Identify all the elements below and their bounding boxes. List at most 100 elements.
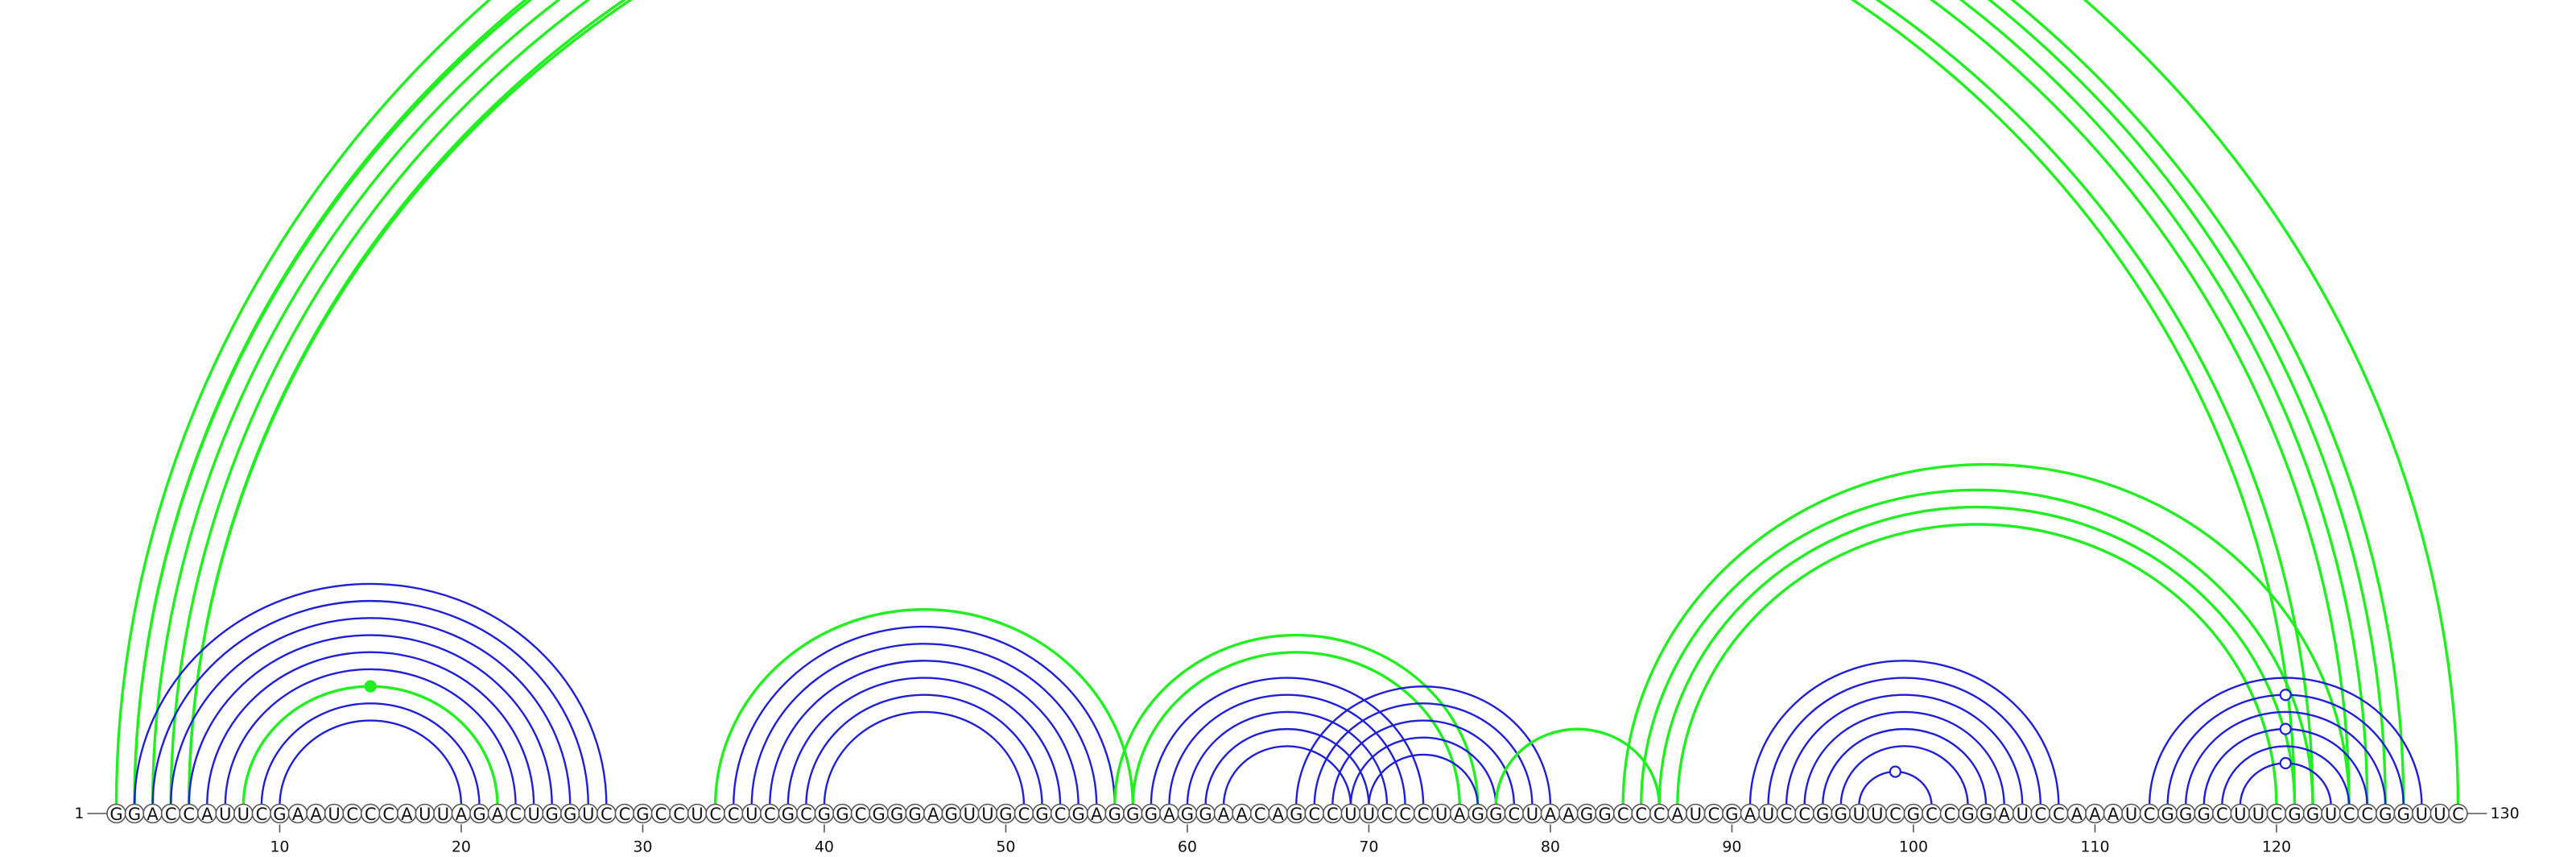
nucleotide-letter: G bbox=[999, 805, 1012, 824]
nucleotide-43: G bbox=[869, 803, 889, 824]
base-pair-arc-35-56 bbox=[733, 625, 1116, 806]
base-pair-arc-77-86 bbox=[1494, 727, 1661, 806]
nucleotide-letter: G bbox=[2306, 805, 2319, 824]
nucleotide-111: A bbox=[2103, 803, 2124, 824]
nucleotide-23: C bbox=[506, 803, 526, 824]
nucleotide-letter: C bbox=[619, 805, 631, 824]
tick-label-50: 50 bbox=[996, 838, 1015, 856]
nucleotide-22: A bbox=[487, 803, 508, 824]
nucleotide-letter: C bbox=[2271, 805, 2283, 824]
nucleotide-3: A bbox=[142, 803, 163, 824]
nucleotide-46: A bbox=[923, 803, 943, 824]
nucleotide-letter: U bbox=[2434, 805, 2446, 824]
nucleotide-letter: G bbox=[2288, 805, 2301, 824]
nucleotide-letter: C bbox=[1509, 805, 1521, 824]
nucleotide-34: C bbox=[705, 803, 725, 824]
nucleotide-28: C bbox=[597, 803, 617, 824]
nucleotide-18: U bbox=[415, 803, 436, 824]
nucleotide-86: C bbox=[1649, 803, 1670, 824]
nucleotide-letter: A bbox=[492, 805, 504, 824]
nucleotide-125: C bbox=[2357, 803, 2377, 824]
nucleotide-letter: C bbox=[1653, 805, 1666, 824]
nucleotide-letter: A bbox=[927, 805, 939, 824]
nucleotide-98: U bbox=[1867, 803, 1888, 824]
base-pair-arc-36-55 bbox=[750, 642, 1098, 806]
nucleotide-letter: C bbox=[165, 805, 177, 824]
nucleotide-64: C bbox=[1249, 803, 1270, 824]
nucleotide-letter: C bbox=[2452, 805, 2464, 824]
nucleotide-letter: U bbox=[328, 805, 340, 824]
nucleotide-1: G bbox=[106, 803, 126, 824]
nucleotide-104: G bbox=[1975, 803, 1996, 824]
nucleotide-41: G bbox=[832, 803, 852, 824]
nucleotide-letter: U bbox=[1871, 805, 1883, 824]
nucleotide-71: C bbox=[1377, 803, 1397, 824]
nucleotide-letter: C bbox=[655, 805, 667, 824]
nucleotide-letter: G bbox=[1816, 805, 1829, 824]
nucleotide-letter: C bbox=[1018, 805, 1030, 824]
base-pair-arc-70-76 bbox=[1368, 753, 1479, 806]
base-pair-arc-5-122 bbox=[189, 0, 2313, 806]
nucleotide-99: C bbox=[1885, 803, 1905, 824]
nucleotide-5: C bbox=[179, 803, 199, 824]
nucleotide-letter: A bbox=[2089, 805, 2101, 824]
nucleotide-33: U bbox=[687, 803, 708, 824]
nucleotide-115: G bbox=[2175, 803, 2196, 824]
base-pair-arc-84-124 bbox=[1621, 462, 2351, 806]
nucleotide-92: U bbox=[1758, 803, 1778, 824]
tick-label-90: 90 bbox=[1722, 838, 1741, 856]
base-pair-arc-93-106 bbox=[1785, 693, 2024, 806]
base-pair-arc-38-53 bbox=[786, 677, 1062, 806]
tick-label-120: 120 bbox=[2262, 838, 2291, 856]
nucleotide-76: G bbox=[1468, 803, 1488, 824]
base-pair-arc-94-105 bbox=[1803, 710, 2005, 806]
nucleotide-letter: C bbox=[2034, 805, 2046, 824]
nucleotide-51: C bbox=[1013, 803, 1034, 824]
nucleotide-94: C bbox=[1794, 803, 1814, 824]
nucleotide-letter: G bbox=[636, 805, 649, 824]
arc-marker-114-127 bbox=[2279, 689, 2292, 702]
base-pair-arc-96-103 bbox=[1839, 745, 1969, 806]
nucleotide-letter: C bbox=[728, 805, 740, 824]
nucleotide-letter: G bbox=[890, 805, 903, 824]
nucleotide-8: U bbox=[233, 803, 254, 824]
nucleotide-letter: U bbox=[1690, 805, 1702, 824]
nucleotide-letter: U bbox=[1853, 805, 1865, 824]
nucleotide-letter: G bbox=[782, 805, 795, 824]
nucleotide-11: A bbox=[287, 803, 308, 824]
tick-label-10: 10 bbox=[270, 838, 289, 856]
nucleotide-53: C bbox=[1050, 803, 1071, 824]
base-pair-arc-66-80 bbox=[1295, 685, 1552, 806]
base-pair-arc-6-24 bbox=[206, 651, 535, 806]
nucleotide-4: C bbox=[160, 803, 181, 824]
nucleotide-letter: U bbox=[745, 805, 758, 824]
base-pair-arc-9-21 bbox=[260, 702, 481, 806]
nucleotide-letter: A bbox=[310, 805, 322, 824]
base-pair-arc-5-121 bbox=[188, 0, 2297, 806]
nucleotide-59: A bbox=[1159, 803, 1179, 824]
nucleotide-letter: G bbox=[1580, 805, 1593, 824]
nucleotide-letter: U bbox=[2125, 805, 2137, 824]
base-pair-arc-2-127 bbox=[134, 0, 2404, 806]
base-pair-arc-10-20 bbox=[279, 719, 463, 806]
nucleotide-letter: C bbox=[1254, 805, 1266, 824]
nucleotide-15: C bbox=[360, 803, 381, 824]
nucleotide-letter: U bbox=[1762, 805, 1774, 824]
nucleotide-letter: U bbox=[2252, 805, 2264, 824]
tick-label-100: 100 bbox=[1899, 838, 1928, 856]
nucleotide-letter: C bbox=[601, 805, 613, 824]
nucleotide-letter: G bbox=[2179, 805, 2192, 824]
nucleotide-letter: G bbox=[1907, 805, 1920, 824]
nucleotide-118: U bbox=[2230, 803, 2251, 824]
nucleotide-45: G bbox=[905, 803, 925, 824]
arc-markers bbox=[364, 680, 2292, 778]
nucleotide-letter: G bbox=[818, 805, 831, 824]
nucleotide-85: C bbox=[1631, 803, 1651, 824]
nucleotide-letter: G bbox=[564, 805, 576, 824]
nucleotide-letter: C bbox=[1381, 805, 1393, 824]
tick-label-80: 80 bbox=[1541, 838, 1560, 856]
nucleotide-14: C bbox=[342, 803, 362, 824]
nucleotide-letter: G bbox=[1072, 805, 1085, 824]
nucleotide-letter: C bbox=[1055, 805, 1067, 824]
